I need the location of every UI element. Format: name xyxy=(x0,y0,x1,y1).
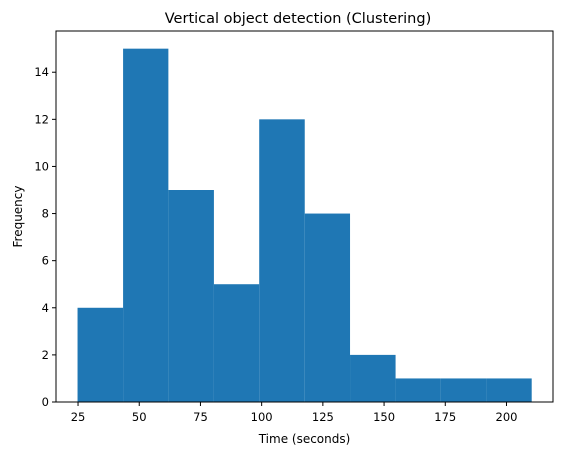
y-tick-label: 8 xyxy=(42,207,49,221)
x-tick-label: 150 xyxy=(373,410,395,424)
y-tick-label: 12 xyxy=(34,112,49,126)
x-tick-label: 50 xyxy=(132,410,147,424)
y-tick-label: 4 xyxy=(42,301,49,315)
x-tick-label: 25 xyxy=(71,410,86,424)
y-tick-label: 2 xyxy=(42,348,49,362)
histogram-bar xyxy=(123,48,169,403)
y-tick-label: 0 xyxy=(42,395,49,409)
x-tick-label: 125 xyxy=(312,410,334,424)
y-axis-label: Frequency xyxy=(11,186,25,248)
histogram-bar xyxy=(350,354,396,402)
y-tick-label: 6 xyxy=(42,254,49,268)
x-tick-label: 175 xyxy=(434,410,456,424)
x-axis-label: Time (seconds) xyxy=(258,432,351,446)
x-tick-label: 200 xyxy=(496,410,518,424)
ticks-group: 25 50 75 100 125 150 175 200 0 2 4 6 8 10 12 14 xyxy=(34,65,517,424)
y-tick-label: 10 xyxy=(34,159,49,173)
y-tick-label: 14 xyxy=(34,65,49,79)
histogram-bar xyxy=(259,119,305,402)
bars-group xyxy=(77,48,532,403)
x-tick-label: 100 xyxy=(251,410,273,424)
histogram-bar xyxy=(395,378,441,402)
histogram-bar xyxy=(77,307,124,402)
axes-frame xyxy=(55,30,554,403)
histogram-bar xyxy=(168,190,214,402)
x-tick-label: 75 xyxy=(193,410,208,424)
histogram-bar xyxy=(213,284,260,402)
histogram-bar xyxy=(440,378,487,402)
histogram-bar xyxy=(304,213,351,402)
histogram-bar xyxy=(486,378,532,402)
chart-title: Vertical object detection (Clustering) xyxy=(165,11,431,27)
